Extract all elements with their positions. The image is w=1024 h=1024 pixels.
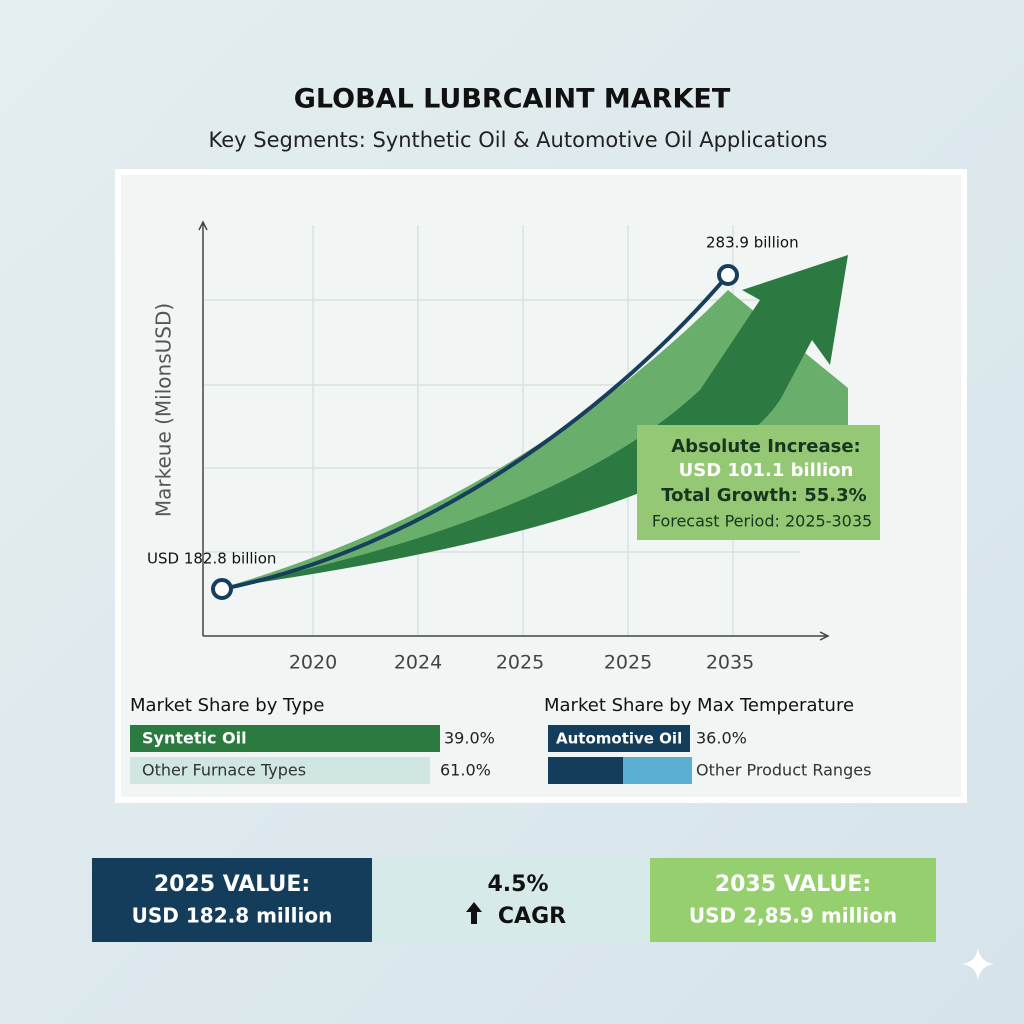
title: GLOBAL LUBRCAINT MARKET [294,84,731,115]
sparkle-icon [962,948,994,980]
callout-text: Total Growth: 55.3% [661,485,866,506]
axes [198,220,830,641]
share-label: Other Furnace Types [142,761,306,780]
growth-area [222,290,848,588]
callout-box [637,425,880,540]
share-label: Syntetic Oil [142,729,247,748]
share-value: 39.0% [444,729,495,748]
share-label: Other Product Ranges [696,761,871,780]
panel-title: Market Share by Type [130,695,324,716]
summary-text: USD 2,85.9 million [689,904,897,928]
share-value: 61.0% [440,761,491,780]
series: USD 182.8 billion 283.9 billion [147,234,799,601]
share-bar [548,757,623,784]
callout-text: USD 101.1 billion [679,460,854,481]
up-arrow-icon [466,902,482,924]
share-bar [130,757,430,784]
x-tick-label: 2025 [604,652,652,674]
data-point [211,578,233,601]
callout-text: Forecast Period: 2025-3035 [652,512,872,531]
share-bar [130,725,440,752]
share-value: 36.0% [696,729,747,748]
data-label: USD 182.8 billion [147,550,276,568]
summary-text: USD 182.8 million [132,904,333,928]
summary-text: 2025 VALUE: [154,872,310,897]
summary-card [372,858,650,942]
x-tick-label: 2020 [289,652,337,674]
series-line [221,273,730,591]
y-axis-label: Markeue (MilonsUSD) [152,303,176,517]
callout-text: Absolute Increase: [671,436,861,457]
summary-text: 4.5% [487,872,548,897]
share-bar [623,757,692,784]
x-tick-labels: 2020 2024 2025 2025 2035 [289,652,754,674]
summary-card [650,858,936,942]
x-tick-label: 2024 [394,652,442,674]
data-point [717,264,739,287]
data-label: 283.9 billion [706,234,799,252]
summary-text: 2035 VALUE: [715,872,871,897]
summary-card [92,858,372,942]
panel-title: Market Share by Max Temperature [544,695,854,716]
x-tick-label: 2025 [496,652,544,674]
share-label: Automotive Oil [556,730,682,748]
subtitle: Key Segments: Synthetic Oil & Automotive… [209,128,828,152]
summary-text: CAGR [498,904,566,929]
growth-arrow [222,255,848,588]
share-bar [548,725,690,752]
x-tick-label: 2035 [706,652,754,674]
